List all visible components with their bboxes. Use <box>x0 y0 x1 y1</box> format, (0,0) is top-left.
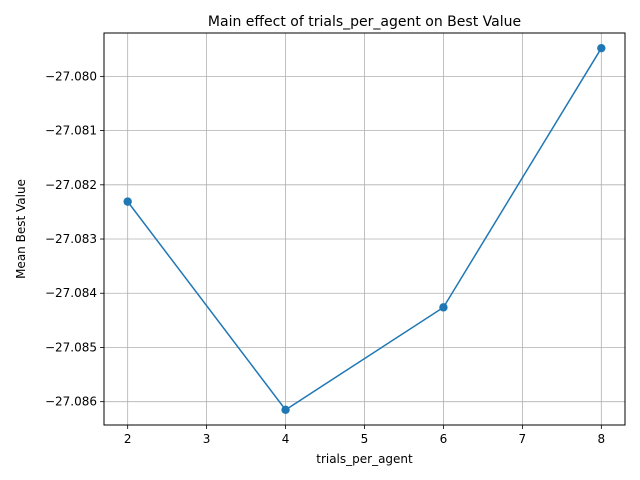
y-axis: −27.086 −27.085 −27.084 −27.083 −27.082 −27.0… <box>45 69 104 409</box>
x-tick-label: 7 <box>519 432 527 446</box>
data-point <box>123 197 132 206</box>
x-tick-label: 8 <box>597 432 605 446</box>
data-point <box>281 405 290 415</box>
x-tick-label: 6 <box>440 432 448 446</box>
x-tick-label: 4 <box>282 432 290 446</box>
x-axis: 2 3 4 5 6 7 8 <box>124 425 605 446</box>
x-tick-label: 3 <box>203 432 211 446</box>
x-tick-label: 5 <box>361 432 369 446</box>
y-axis-label: Mean Best Value <box>14 179 28 279</box>
y-tick-label: −27.085 <box>45 340 97 354</box>
x-tick-label: 2 <box>124 432 132 446</box>
y-tick-label: −27.080 <box>45 69 97 83</box>
data-point <box>439 303 448 312</box>
y-tick-label: −27.082 <box>45 178 97 192</box>
y-tick-label: −27.083 <box>45 232 97 246</box>
y-tick-label: −27.086 <box>45 395 97 409</box>
x-axis-label: trials_per_agent <box>316 452 413 466</box>
plot-area <box>123 43 606 415</box>
series-line <box>127 47 602 411</box>
data-point <box>597 43 606 53</box>
y-tick-label: −27.084 <box>45 286 97 300</box>
grid <box>104 33 625 425</box>
chart-title: Main effect of trials_per_agent on Best … <box>208 14 521 30</box>
y-tick-label: −27.081 <box>45 124 97 138</box>
